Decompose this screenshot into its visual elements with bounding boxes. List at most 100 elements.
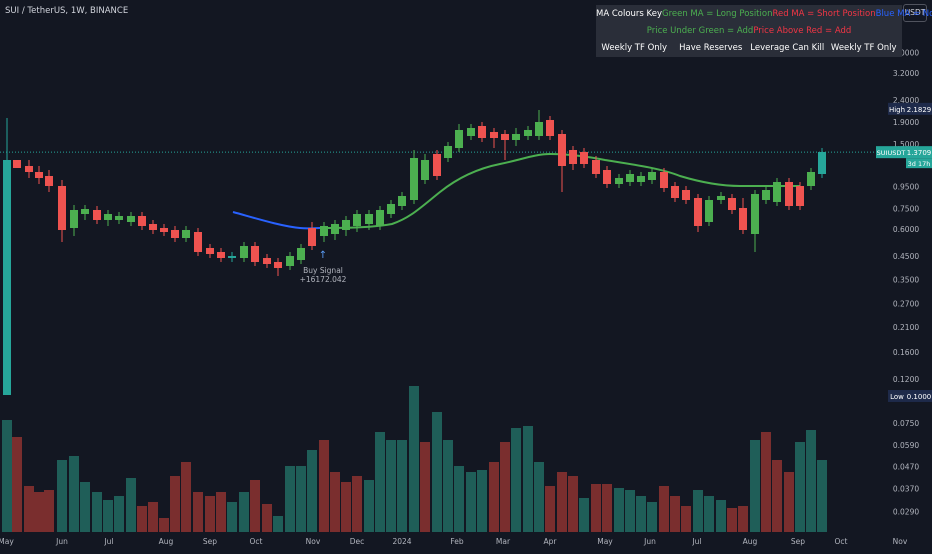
y-tick-label: 0.3500	[893, 275, 919, 284]
volume-bar	[477, 470, 487, 532]
y-tick-label: 0.1600	[893, 348, 919, 357]
candle-body	[81, 209, 89, 214]
volume-bar	[114, 496, 124, 532]
volume-bar	[126, 478, 136, 532]
volume-bar	[670, 496, 680, 532]
candle-body	[45, 176, 53, 186]
volume-bar	[466, 472, 476, 532]
candle-body	[274, 262, 282, 268]
volume-bar	[159, 518, 169, 532]
high-value: 2.1829	[907, 106, 932, 114]
buy-signal-arrow: ↑	[319, 250, 327, 261]
candle-body	[127, 216, 135, 222]
volume-bar	[80, 482, 90, 532]
volume-bar	[454, 466, 464, 532]
candle-body	[320, 226, 328, 236]
volume-bar	[636, 496, 646, 532]
table-cell: Leverage Can Kill	[750, 42, 825, 53]
volume-bar	[806, 430, 816, 532]
candle-body	[104, 214, 112, 220]
volume-bar	[227, 502, 237, 532]
candle-body	[671, 186, 679, 198]
last-value: 1.3709	[907, 149, 932, 157]
y-tick-label: 0.7500	[893, 204, 919, 213]
x-tick-label: May	[597, 537, 613, 546]
volume-bar	[500, 442, 510, 532]
volume-bar	[12, 437, 22, 532]
candle-body	[455, 130, 463, 148]
candle-body	[433, 154, 441, 176]
table-cell: MA Colours Key	[596, 8, 662, 19]
volume-bar	[534, 462, 544, 532]
volume-bar	[341, 482, 351, 532]
y-tick-label: 0.0590	[893, 441, 919, 450]
ma-colours-table: MA Colours Key Green MA = Long Position …	[596, 5, 932, 57]
candle-body	[286, 256, 294, 266]
volume-bar	[704, 496, 714, 532]
x-tick-label: Jun	[55, 537, 68, 546]
x-tick-label: Jun	[643, 537, 656, 546]
volume-bar	[750, 440, 760, 532]
x-tick-label: Mar	[496, 537, 511, 546]
candle-body	[569, 150, 577, 164]
high-value-bg	[906, 102, 932, 115]
y-tick-label: 2.4000	[893, 96, 919, 105]
candle-body	[115, 216, 123, 220]
volume-bar	[681, 506, 691, 532]
volume-bar	[716, 500, 726, 532]
volume-bar	[693, 490, 703, 532]
candle-body	[398, 196, 406, 206]
candle-body	[558, 134, 566, 166]
volume-bar	[386, 440, 396, 532]
candle-body	[308, 228, 316, 246]
x-tick-label: Sep	[791, 537, 805, 546]
currency-button[interactable]: USDT	[903, 4, 927, 22]
ma-line-blue	[232, 211, 321, 230]
candle-body	[490, 132, 498, 138]
x-tick-label: 2024	[392, 537, 411, 546]
volume-bar	[137, 506, 147, 532]
volume-bar	[170, 476, 180, 532]
candle-body	[421, 160, 429, 180]
candle-body	[342, 220, 350, 230]
table-cell: Green MA = Long Position	[661, 8, 773, 19]
candle-body	[501, 134, 509, 140]
table-row: Price Under Green = Add Price Above Red …	[596, 22, 902, 39]
volume-bar	[761, 432, 771, 532]
last-symbol-bg	[876, 146, 906, 159]
volume-bar	[375, 432, 385, 532]
high-tag-label: High	[889, 106, 905, 114]
countdown-bg	[906, 158, 932, 169]
volume-bar	[2, 420, 12, 532]
volume-bar	[579, 498, 589, 532]
candle-body	[70, 210, 78, 228]
volume-bar	[24, 486, 34, 532]
candle-body	[263, 258, 271, 264]
candle-body	[660, 172, 668, 188]
volume-bar	[397, 440, 407, 532]
volume-bar	[432, 412, 442, 532]
volume-bar	[784, 472, 794, 532]
candle-body	[13, 160, 21, 168]
y-tick-label: 0.2100	[893, 323, 919, 332]
candle-body	[58, 186, 66, 230]
volume-bar	[523, 426, 533, 532]
table-row: MA Colours Key Green MA = Long Position …	[596, 5, 932, 22]
volume-bar	[319, 440, 329, 532]
candle-body	[717, 196, 725, 200]
x-tick-label: Oct	[250, 537, 263, 546]
volume-bar	[409, 386, 419, 532]
volume-bar	[273, 516, 283, 532]
y-tick-label: 0.0290	[893, 507, 919, 516]
candle-body	[3, 160, 11, 395]
candle-body	[694, 198, 702, 226]
y-tick-label: 1.9000	[893, 118, 919, 127]
candle-body	[251, 246, 259, 262]
y-tick-label: 0.2700	[893, 299, 919, 308]
x-tick-label: Sep	[203, 537, 217, 546]
candle-body	[240, 246, 248, 258]
candle-body	[387, 204, 395, 214]
candle-body	[524, 130, 532, 136]
x-tick-label: Feb	[450, 537, 464, 546]
candle-body	[818, 152, 826, 174]
